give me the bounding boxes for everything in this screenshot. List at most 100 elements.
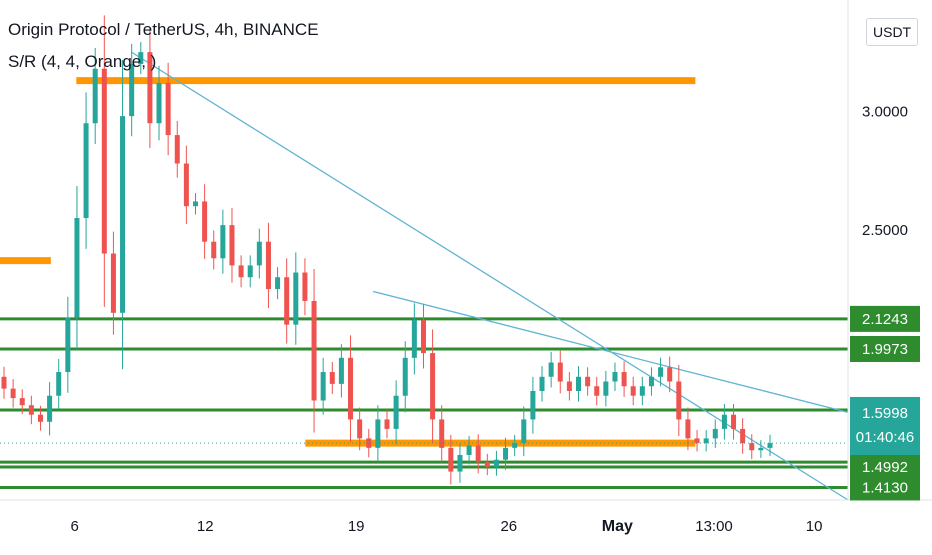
candle: [575, 366, 582, 402]
candle: [229, 207, 235, 283]
candle: [712, 419, 718, 448]
candle: [56, 359, 62, 409]
candle: [603, 370, 609, 407]
candle: [594, 376, 600, 406]
candle: [92, 47, 98, 144]
candle: [83, 92, 89, 249]
candle: [74, 186, 80, 350]
candle: [320, 357, 326, 415]
candle: [439, 405, 445, 463]
candle: [211, 230, 217, 270]
candle: [676, 364, 682, 437]
study-legend[interactable]: S/R (4, 4, Orange, ): [8, 52, 157, 71]
candle: [731, 404, 737, 440]
candle: [101, 15, 107, 307]
candle: [238, 255, 244, 288]
candle: [311, 268, 317, 433]
candle: [247, 255, 253, 288]
candle: [448, 434, 454, 485]
candle: [512, 434, 518, 457]
candle: [110, 231, 116, 335]
x-tick-label: May: [602, 518, 633, 535]
candle: [585, 367, 591, 396]
candle: [302, 258, 308, 316]
level-price-text: 1.4992: [862, 459, 908, 476]
candle: [220, 209, 226, 274]
level-price-text: 2.1243: [862, 311, 908, 328]
candle: [147, 27, 153, 149]
trendline-1[interactable]: [372, 290, 849, 413]
candle: [658, 357, 664, 387]
current-price-value: 1.5998: [862, 405, 908, 422]
candle: [420, 304, 426, 369]
candle: [393, 380, 399, 445]
level-price-tag: 2.1243: [850, 305, 920, 332]
candle: [338, 344, 344, 398]
trendline-0[interactable]: [131, 51, 849, 501]
candle: [694, 430, 700, 452]
x-tick-label: 6: [70, 518, 78, 535]
candle: [65, 296, 71, 393]
candle: [484, 453, 490, 476]
candle: [530, 376, 536, 434]
candle: [685, 407, 691, 451]
candle: [767, 434, 773, 457]
candle: [667, 356, 673, 393]
level-price-text: 1.9973: [862, 341, 908, 358]
x-tick-label: 26: [500, 518, 517, 535]
candle: [539, 366, 545, 402]
x-tick-label: 10: [806, 518, 823, 535]
candle: [612, 362, 618, 391]
candle: [265, 222, 271, 309]
current-price-tag: 1.5998 01:40:46: [850, 397, 920, 455]
candle: [503, 437, 509, 470]
candle: [37, 405, 43, 431]
candle: [749, 434, 755, 460]
y-tick-label: 2.5000: [862, 222, 908, 239]
y-tick-labels: 3.0000 2.5000: [862, 103, 908, 238]
candle: [621, 361, 627, 397]
candle: [1, 366, 7, 399]
candle: [630, 376, 636, 406]
level-price-tag: 1.9973: [850, 335, 920, 362]
candle: [648, 367, 654, 396]
candle: [293, 252, 299, 345]
candle: [566, 372, 572, 401]
x-tick-label: 19: [348, 518, 365, 535]
candle: [493, 450, 499, 476]
candle: [47, 382, 53, 436]
candle: [557, 350, 563, 394]
levels-layer: [0, 77, 848, 489]
candle: [120, 59, 126, 370]
candle: [174, 120, 180, 178]
candle: [192, 193, 199, 215]
candle: [284, 258, 290, 344]
x-tick-label: 12: [197, 518, 214, 535]
candles-layer: [1, 15, 773, 485]
candle: [466, 436, 472, 465]
candle: [275, 267, 281, 300]
candle: [329, 361, 335, 394]
candle: [138, 42, 144, 75]
currency-badge[interactable]: USDT: [866, 18, 919, 46]
symbol-title[interactable]: Origin Protocol / TetherUS, 4h, BINANCE: [8, 20, 319, 39]
candle: [357, 407, 363, 451]
candle: [183, 145, 189, 224]
y-tick-label: 3.0000: [862, 103, 908, 120]
candle: [639, 376, 645, 406]
candle: [375, 405, 381, 463]
candle: [430, 329, 436, 444]
candle: [411, 303, 417, 375]
candle: [156, 65, 162, 141]
x-tick-label: 13:00: [695, 518, 733, 535]
candle: [256, 228, 262, 279]
bar-countdown: 01:40:46: [856, 429, 914, 446]
trendlines-layer: [131, 51, 849, 501]
candle: [348, 335, 354, 442]
candle: [402, 341, 408, 413]
candle: [129, 43, 135, 137]
candle: [10, 379, 16, 408]
candle: [703, 430, 709, 452]
